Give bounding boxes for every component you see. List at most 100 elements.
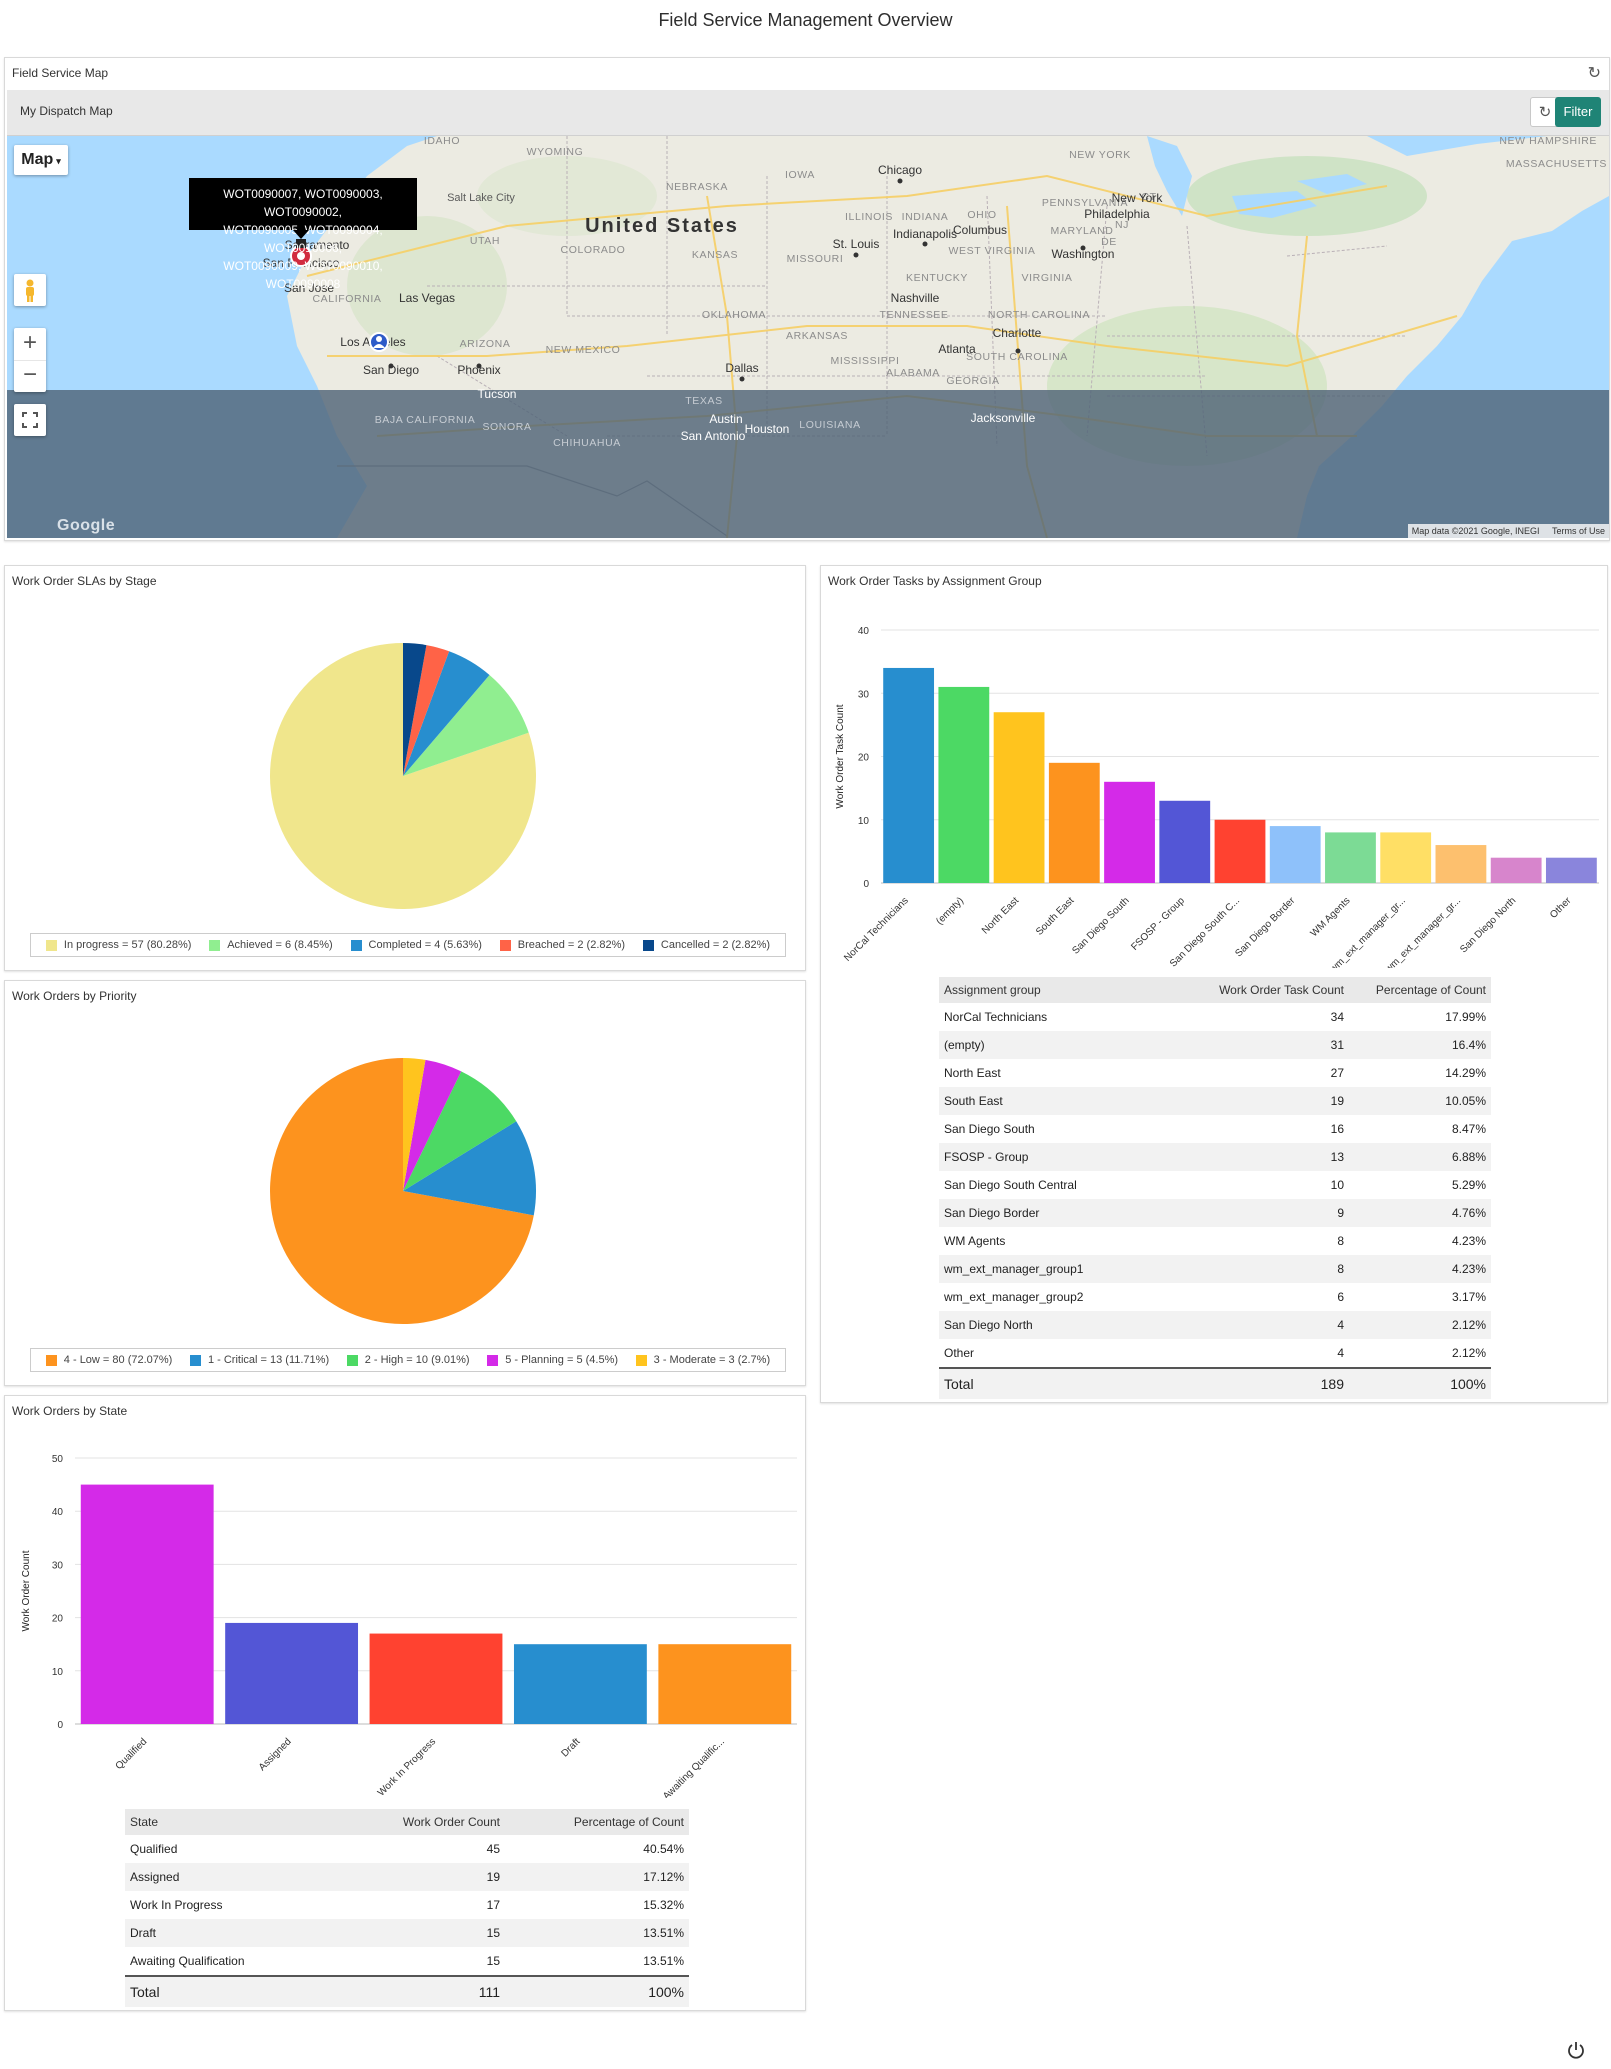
map-panel-refresh-icon[interactable]: ↻	[1587, 65, 1601, 82]
bar[interactable]	[658, 1644, 792, 1724]
bar[interactable]	[1214, 819, 1266, 883]
table-row[interactable]: NorCal Technicians 34 17.99%	[939, 1003, 1491, 1031]
table-cell: 8	[1169, 1255, 1349, 1283]
bar[interactable]	[225, 1622, 359, 1724]
table-cell: Work In Progress	[130, 1898, 223, 1912]
pie-slice[interactable]	[403, 1058, 426, 1191]
table-row[interactable]: Draft 15 13.51%	[125, 1919, 689, 1947]
table-row[interactable]: Assigned 19 17.12%	[125, 1863, 689, 1891]
legend-swatch	[45, 1354, 57, 1366]
map-state-label: NEW HAMPSHIRE	[1499, 136, 1597, 147]
map-state-label: CT	[1141, 191, 1156, 203]
pie-slice[interactable]	[403, 1059, 462, 1191]
table-row[interactable]: South East 19 10.05%	[939, 1087, 1491, 1115]
pie-slice[interactable]	[403, 1121, 537, 1216]
table-cell: 13.51%	[643, 1954, 684, 1968]
legend-item[interactable]: Completed = 4 (5.63%)	[350, 939, 482, 951]
bar[interactable]	[1269, 826, 1321, 883]
table-row[interactable]: wm_ext_manager_group1 8 4.23%	[939, 1255, 1491, 1283]
priority-pie-chart	[270, 1058, 537, 1324]
table-cell: South East	[939, 1087, 1169, 1115]
bar[interactable]	[1325, 832, 1376, 883]
bar[interactable]	[883, 667, 935, 883]
legend-item[interactable]: Breached = 2 (2.82%)	[499, 939, 625, 951]
table-cell: Assigned	[125, 1863, 335, 1891]
pie-slice[interactable]	[269, 643, 536, 909]
legend-label: Achieved = 6 (8.45%)	[227, 939, 333, 951]
legend-item[interactable]: 5 - Planning = 5 (4.5%)	[487, 1354, 618, 1366]
map-state-label: SONORA	[482, 421, 531, 433]
table-row[interactable]: Qualified 45 40.54%	[125, 1835, 689, 1863]
pie-slice[interactable]	[403, 674, 529, 776]
legend-item[interactable]: 3 - Moderate = 3 (2.7%)	[635, 1354, 770, 1366]
table-cell: 2.12%	[1349, 1311, 1491, 1339]
dispatch-map[interactable]: United States IDAHO WYOMING NEBRASKA IOW…	[7, 136, 1609, 538]
legend-item[interactable]: Achieved = 6 (8.45%)	[209, 939, 333, 951]
legend-item[interactable]: 4 - Low = 80 (72.07%)	[45, 1354, 172, 1366]
x-tick-label: (empty)	[934, 895, 966, 927]
map-type-control[interactable]: Map ▾	[14, 145, 68, 175]
table-cell: San Diego South	[944, 1122, 1035, 1136]
map-attribution: Map data ©2021 Google, INEGI Terms of Us…	[1407, 524, 1609, 538]
table-total-cell: 100%	[1349, 1367, 1491, 1399]
tasks-table: Assignment group Work Order Task Count P…	[939, 977, 1491, 1399]
street-view-pegman-icon[interactable]	[14, 274, 46, 306]
table-cell: Qualified	[130, 1842, 178, 1856]
map-city-label: Jacksonville	[971, 411, 1036, 425]
table-row[interactable]: WM Agents 8 4.23%	[939, 1227, 1491, 1255]
pie-slice[interactable]	[403, 643, 427, 776]
terms-of-use-link[interactable]: Terms of Use	[1551, 526, 1605, 536]
fullscreen-icon[interactable]	[14, 404, 46, 436]
bar[interactable]	[993, 712, 1045, 883]
zoom-in-button[interactable]: +	[14, 328, 46, 361]
priority-panel-title: Work Orders by Priority	[12, 989, 137, 1003]
table-row[interactable]: Work In Progress 17 15.32%	[125, 1891, 689, 1919]
table-row[interactable]: San Diego Border 9 4.76%	[939, 1199, 1491, 1227]
table-row[interactable]: FSOSP - Group 13 6.88%	[939, 1143, 1491, 1171]
table-row[interactable]: Awaiting Qualification 15 13.51%	[125, 1947, 689, 1976]
pie-slice[interactable]	[403, 645, 450, 776]
pie-slice[interactable]	[270, 1058, 534, 1324]
map-state-label: ARIZONA	[460, 338, 511, 350]
table-cell: 3.17%	[1451, 1290, 1486, 1304]
map-state-label: VIRGINIA	[1022, 272, 1073, 284]
table-row[interactable]: San Diego South 16 8.47%	[939, 1115, 1491, 1143]
bar[interactable]	[513, 1644, 647, 1724]
table-cell: 17.12%	[505, 1863, 689, 1891]
bar[interactable]	[1490, 857, 1542, 883]
bar[interactable]	[1545, 857, 1597, 883]
legend-item[interactable]: In progress = 57 (80.28%)	[45, 939, 191, 951]
table-row[interactable]: (empty) 31 16.4%	[939, 1031, 1491, 1059]
table-header: Percentage of Count	[505, 1809, 689, 1835]
bar[interactable]	[1380, 832, 1432, 883]
legend-item[interactable]: Cancelled = 2 (2.82%)	[642, 939, 770, 951]
legend-swatch	[642, 939, 654, 951]
table-row[interactable]: North East 27 14.29%	[939, 1059, 1491, 1087]
pie-slice[interactable]	[403, 651, 490, 776]
pie-slice[interactable]	[403, 1071, 517, 1191]
table-cell: 8	[1337, 1234, 1344, 1248]
table-cell: 4.76%	[1349, 1199, 1491, 1227]
bar[interactable]	[369, 1633, 503, 1724]
legend-item[interactable]: 2 - High = 10 (9.01%)	[346, 1354, 470, 1366]
table-row[interactable]: wm_ext_manager_group2 6 3.17%	[939, 1283, 1491, 1311]
bar[interactable]	[1435, 845, 1487, 883]
bar[interactable]	[1104, 781, 1155, 883]
zoom-out-button[interactable]: −	[22, 361, 37, 388]
bar[interactable]	[80, 1484, 214, 1724]
legend-item[interactable]: 1 - Critical = 13 (11.71%)	[189, 1354, 329, 1366]
bar[interactable]	[1159, 800, 1211, 883]
table-row[interactable]: Other 4 2.12%	[939, 1339, 1491, 1368]
bar[interactable]	[938, 686, 990, 883]
filter-button[interactable]: Filter	[1555, 97, 1601, 127]
legend-swatch	[346, 1354, 358, 1366]
table-header: Work Order Task Count	[1169, 977, 1349, 1003]
map-state-label: SOUTH CAROLINA	[966, 351, 1068, 363]
x-tick-label: Work In Progress	[376, 1736, 438, 1798]
sla-pie-chart	[269, 643, 536, 909]
table-row[interactable]: San Diego North 4 2.12%	[939, 1311, 1491, 1339]
table-row[interactable]: San Diego South Central 10 5.29%	[939, 1171, 1491, 1199]
bar[interactable]	[1048, 762, 1100, 883]
power-icon[interactable]	[1566, 2040, 1586, 2060]
legend-swatch	[350, 939, 362, 951]
